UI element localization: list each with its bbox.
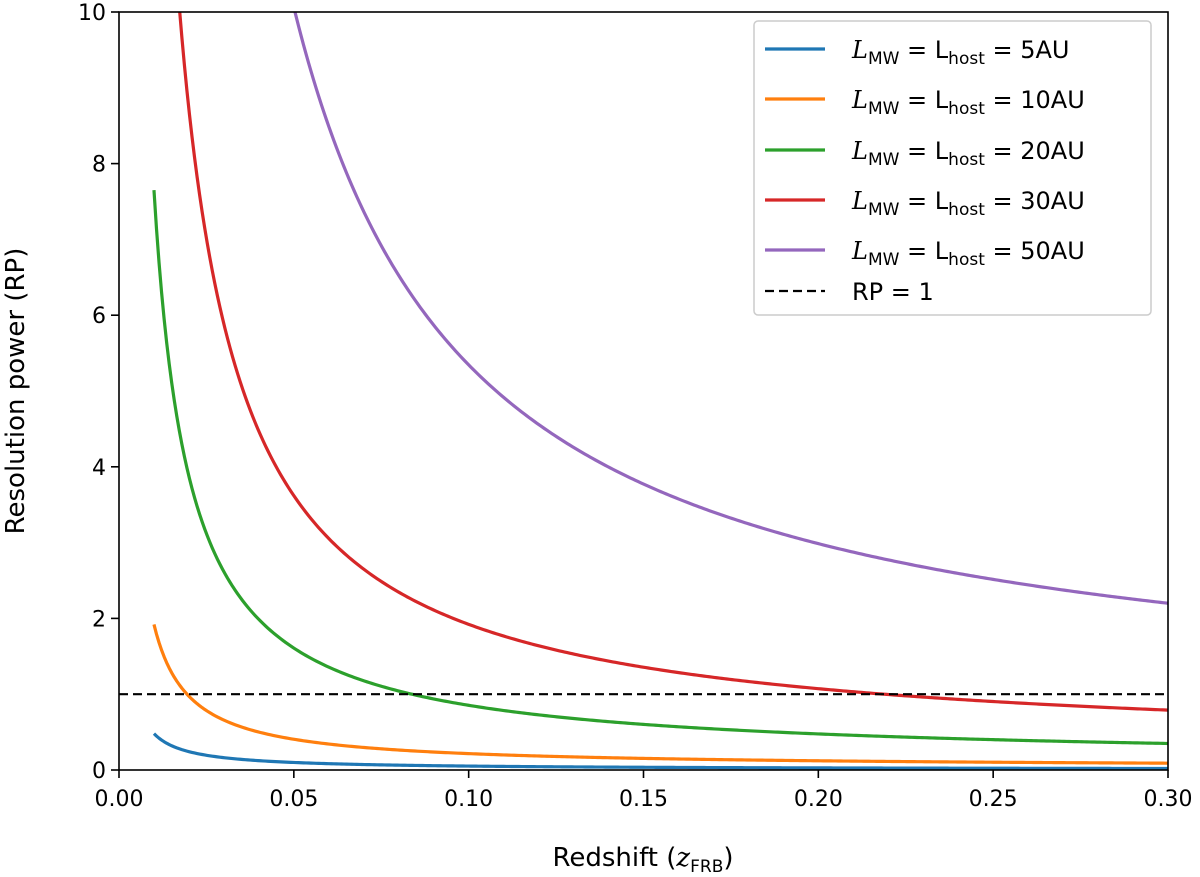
legend-label-5: LMW = Lhost = 50AU — [851, 237, 1085, 270]
y-tick-label: 2 — [92, 607, 106, 632]
x-tick-label: 0.30 — [1144, 787, 1193, 812]
series-line-4 — [178, 12, 1168, 712]
legend-label-1: LMW = Lhost = 5AU — [851, 36, 1070, 69]
y-tick-label: 6 — [92, 304, 106, 329]
x-tick-label: 0.25 — [969, 787, 1018, 812]
legend-label-reference: RP = 1 — [852, 278, 934, 306]
x-tick-label: 0.10 — [444, 787, 493, 812]
y-tick-label: 4 — [92, 456, 106, 481]
x-axis: 0.00 0.05 0.10 0.15 0.20 0.25 0.30 — [95, 770, 1193, 812]
y-axis: 0 2 4 6 8 10 — [78, 1, 119, 784]
y-tick-label: 0 — [92, 759, 106, 784]
x-tick-label: 0.20 — [794, 787, 843, 812]
y-axis-label: Resolution power (RP) — [1, 248, 31, 535]
x-tick-label: 0.15 — [619, 787, 668, 812]
x-axis-label: Redshift (zFRB) — [552, 843, 733, 877]
x-tick-label: 0.00 — [95, 787, 144, 812]
legend-label-3: LMW = Lhost = 20AU — [851, 137, 1085, 170]
series-line-1 — [152, 732, 1168, 770]
series-line-3 — [152, 190, 1168, 746]
series-layer — [119, 12, 1168, 770]
y-tick-label: 10 — [78, 1, 106, 26]
legend-box — [753, 20, 1152, 316]
plot-area — [118, 11, 1169, 771]
legend: LMW = Lhost = 5AU LMW = Lhost = 10AU LMW =… — [753, 20, 1152, 316]
legend-label-2: LMW = Lhost = 10AU — [851, 86, 1085, 119]
series-line-5 — [293, 12, 1168, 605]
x-tick-label: 0.05 — [269, 787, 318, 812]
series-line-2 — [152, 624, 1168, 765]
y-tick-label: 8 — [92, 153, 106, 178]
legend-label-4: LMW = Lhost = 30AU — [851, 187, 1085, 220]
